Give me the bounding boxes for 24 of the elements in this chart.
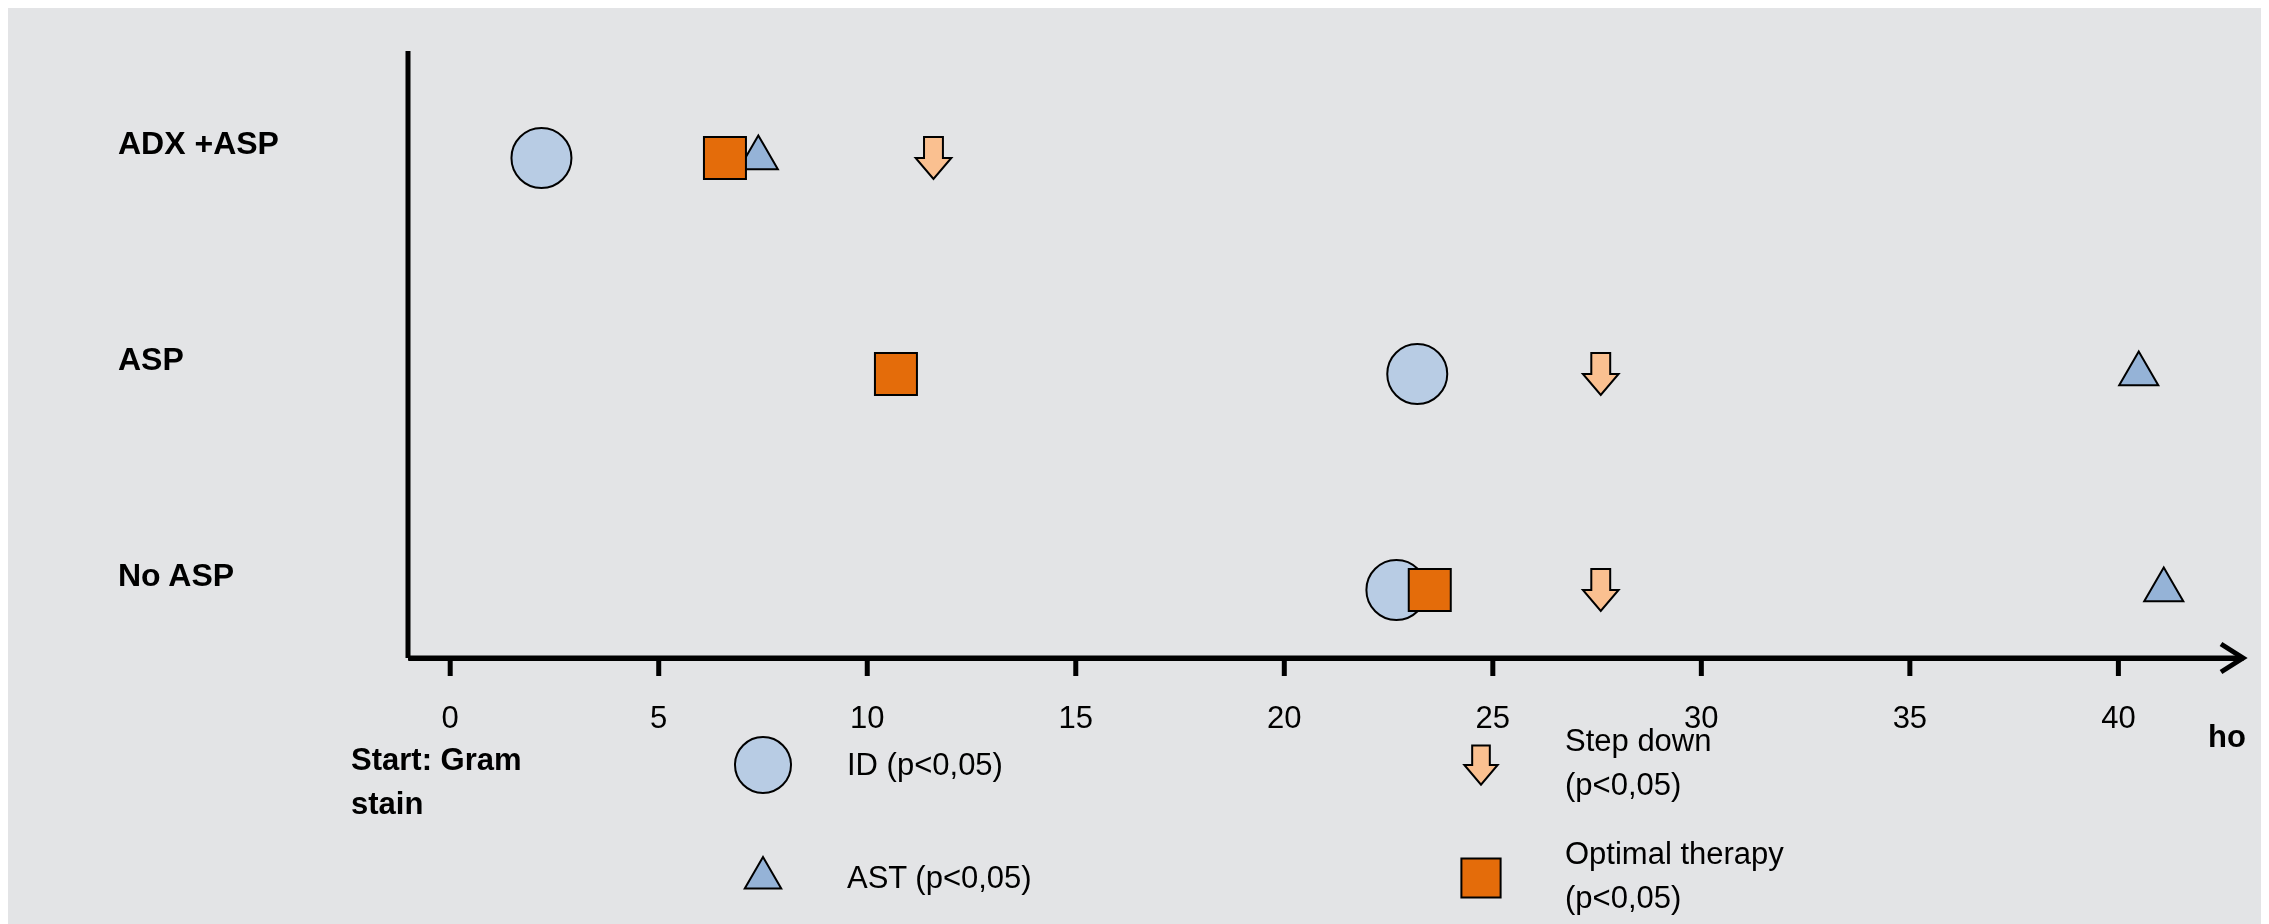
- point: [873, 352, 918, 396]
- x-axis-title: ho: [2208, 719, 2246, 754]
- point: [1581, 352, 1620, 396]
- point: [702, 136, 747, 180]
- y-tick-label: ASP: [118, 341, 184, 378]
- point: [510, 127, 573, 189]
- y-tick-label: ADX +ASP: [118, 125, 279, 162]
- point: [1407, 568, 1452, 612]
- legend-label: Optimal therapy (p<0,05): [1565, 836, 1785, 915]
- legend-label: ID (p<0,05): [847, 747, 1003, 782]
- x-tick-label: 0: [441, 700, 459, 736]
- x-tick-label: 25: [1475, 700, 1511, 736]
- x-tick-label: 20: [1267, 700, 1302, 736]
- point: [1386, 343, 1449, 405]
- x-tick-label: 5: [650, 700, 668, 736]
- x-tick-label: 35: [1892, 700, 1928, 736]
- y-tick-label: No ASP: [118, 557, 235, 594]
- point: [1581, 568, 1620, 612]
- x-tick-label: 10: [850, 700, 885, 736]
- x-tick-label: 40: [2101, 700, 2136, 736]
- point: [914, 136, 953, 180]
- x-tick-label: 15: [1058, 700, 1094, 736]
- legend-label: AST (p<0,05): [847, 860, 1032, 895]
- text: Start: Gram stain: [351, 742, 522, 821]
